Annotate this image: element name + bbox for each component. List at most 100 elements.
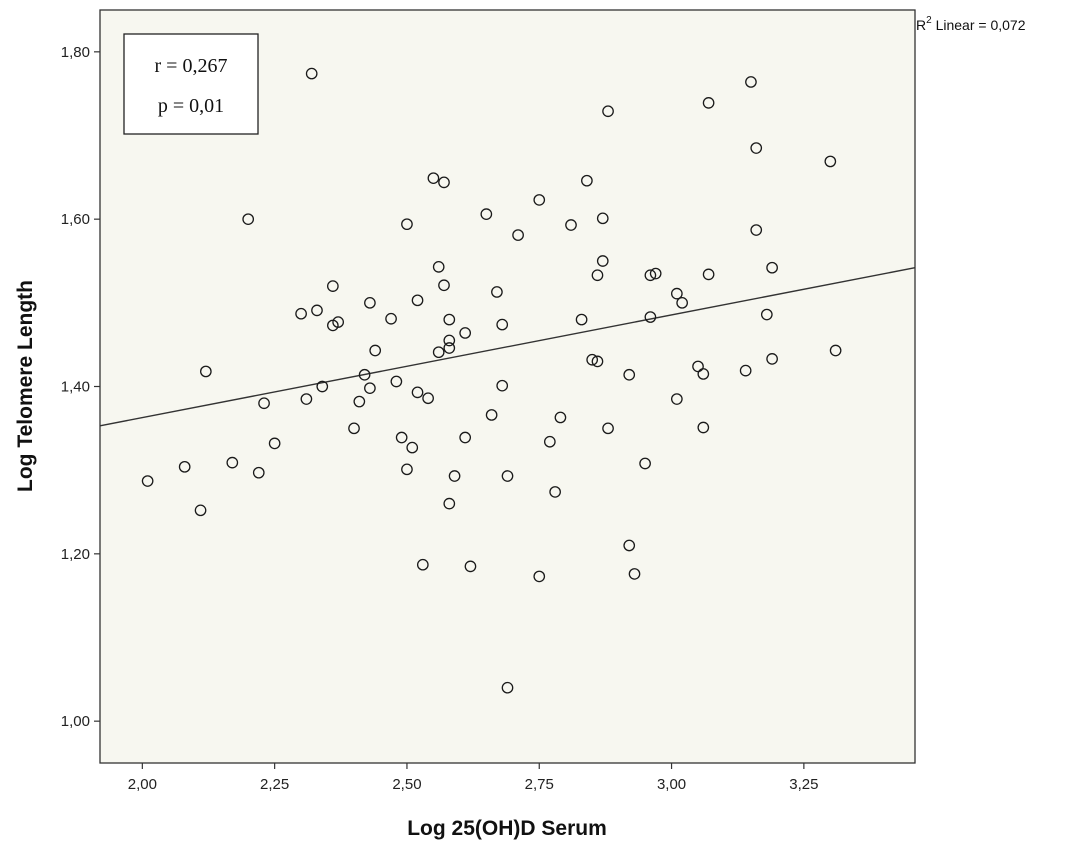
data-point — [533, 570, 546, 583]
data-point — [575, 313, 588, 326]
data-point — [623, 368, 636, 381]
data-point — [586, 353, 599, 366]
data-point — [459, 431, 472, 444]
data-point — [676, 296, 688, 309]
data-point — [644, 269, 657, 282]
data-point — [395, 431, 408, 444]
data-point — [369, 344, 382, 357]
data-point — [401, 218, 413, 231]
data-point — [549, 486, 561, 498]
data-point — [242, 213, 255, 226]
data-point — [464, 560, 477, 573]
data-point — [739, 364, 752, 377]
data-point — [311, 304, 323, 317]
data-point — [745, 76, 757, 88]
data-point — [829, 344, 842, 357]
data-point — [491, 286, 503, 298]
data-point — [385, 312, 397, 325]
data-point — [348, 422, 360, 435]
data-point — [443, 334, 456, 347]
data-point — [194, 504, 207, 517]
y-tick-label: 1,00 — [61, 713, 90, 730]
data-point — [702, 268, 715, 281]
data-point — [438, 176, 450, 189]
data-point — [602, 105, 614, 118]
x-tick-label: 2,00 — [128, 776, 157, 793]
data-point — [432, 261, 445, 273]
data-point — [258, 397, 270, 410]
data-point — [327, 280, 339, 292]
data-point — [697, 421, 710, 434]
data-point — [422, 392, 434, 405]
data-point — [411, 386, 424, 399]
x-tick-label: 3,00 — [657, 776, 686, 793]
x-tick-label: 2,75 — [525, 776, 554, 793]
data-point — [543, 435, 556, 448]
data-point — [316, 380, 329, 393]
r2-value: Linear = 0,072 — [932, 17, 1026, 33]
data-point — [766, 261, 778, 274]
y-tick-label: 1,20 — [61, 546, 90, 563]
y-tick-label: 1,60 — [61, 211, 90, 228]
data-point — [141, 475, 154, 487]
data-point — [178, 460, 191, 473]
data-point — [628, 568, 641, 580]
y-tick-label: 1,80 — [61, 44, 90, 61]
data-point — [591, 269, 604, 282]
data-point — [591, 355, 604, 368]
stats-box: r = 0,267 p = 0,01 — [123, 33, 259, 135]
fit-line-layer — [99, 267, 916, 427]
x-axis-title: Log 25(OH)D Serum — [407, 817, 607, 840]
data-point — [480, 208, 493, 220]
data-point — [824, 155, 837, 168]
data-point — [501, 470, 514, 482]
data-point — [295, 307, 307, 320]
data-point — [390, 375, 403, 388]
data-point — [199, 365, 212, 378]
data-point — [639, 457, 651, 470]
data-point — [596, 255, 609, 267]
x-tick-label: 3,25 — [789, 776, 818, 793]
data-point — [358, 368, 371, 381]
data-point — [750, 142, 763, 154]
data-point — [268, 437, 281, 450]
r-value-label: r = 0,267 — [155, 55, 228, 77]
data-point — [427, 172, 440, 185]
data-point — [702, 97, 715, 109]
data-point — [252, 466, 265, 479]
data-point — [401, 463, 413, 476]
data-point — [443, 497, 456, 510]
regression-line — [99, 267, 916, 427]
data-point — [496, 379, 509, 392]
p-value-label: p = 0,01 — [158, 95, 224, 117]
data-point — [554, 411, 567, 424]
data-point — [300, 393, 313, 405]
stats-box-frame — [123, 33, 259, 135]
data-point — [581, 174, 593, 187]
data-point — [416, 558, 429, 571]
data-point — [697, 368, 710, 380]
data-point — [750, 224, 763, 236]
y-tick-label: 1,40 — [61, 379, 90, 396]
data-point — [305, 67, 318, 80]
data-point — [501, 681, 514, 694]
data-point — [671, 393, 683, 405]
data-point — [459, 327, 472, 339]
data-point — [766, 353, 778, 365]
data-point — [485, 409, 498, 421]
data-point — [443, 313, 456, 326]
x-tick-label: 2,25 — [260, 776, 289, 793]
data-point — [332, 316, 344, 328]
data-point — [226, 456, 239, 469]
data-point — [406, 441, 419, 454]
data-point — [602, 422, 614, 435]
data-point — [364, 382, 376, 395]
data-point — [512, 229, 524, 241]
data-point — [623, 539, 636, 552]
data-point — [760, 308, 773, 321]
data-point — [533, 194, 546, 206]
data-point — [438, 279, 450, 292]
data-point — [411, 294, 424, 307]
